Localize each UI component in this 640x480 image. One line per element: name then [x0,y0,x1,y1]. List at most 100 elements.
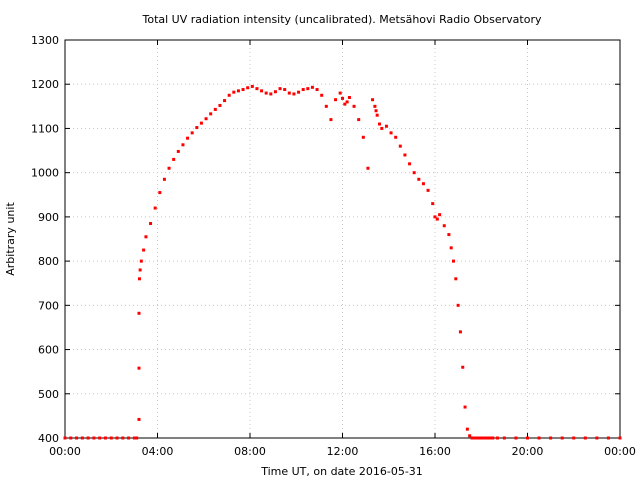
data-point [447,233,451,237]
grid [65,40,620,438]
data-point [80,436,84,440]
data-point [218,103,222,107]
data-point [438,213,442,217]
data-point [412,171,416,175]
data-point [421,182,425,186]
data-point [343,102,347,106]
data-point [137,366,141,370]
data-point [287,91,291,95]
y-tick-label: 1100 [31,122,59,135]
data-point [329,118,333,122]
data-point [138,268,142,272]
data-point [223,99,227,103]
chart-title: Total UV radiation intensity (uncalibrat… [142,13,542,26]
data-point [394,135,398,139]
data-point [320,93,324,97]
data-point [458,330,462,334]
data-point [403,153,407,157]
data-point [477,436,481,440]
data-point [181,143,185,147]
data-point [246,86,250,90]
data-point [310,85,314,89]
x-tick-label: 00:00 [604,445,636,458]
data-point [63,436,67,440]
x-tick-label: 16:00 [419,445,451,458]
data-point [213,107,217,111]
data-point [167,166,171,170]
data-point [489,436,492,440]
data-point [162,177,166,181]
data-point [137,277,141,281]
y-tick-label: 900 [38,211,59,224]
data-point [361,135,365,139]
data-point [199,121,203,125]
data-point [132,436,136,440]
data-point [278,87,282,91]
data-point [449,246,453,250]
data-point [398,144,402,148]
x-tick-label: 00:00 [49,445,81,458]
data-point [491,436,495,440]
data-point [435,217,439,221]
data-point [442,224,446,228]
data-point [301,88,305,92]
data-point [139,259,143,263]
data-point [241,88,245,92]
data-point [618,436,622,440]
data-point [144,235,148,239]
data-point [366,166,370,170]
data-point [153,206,157,210]
data-point [479,436,483,440]
data-point [514,436,518,440]
data-point [176,149,180,153]
x-tick-label: 08:00 [234,445,266,458]
data-point [380,126,384,130]
data-point [209,112,213,116]
data-point [109,436,113,440]
data-point [334,98,338,102]
data-point [260,89,264,93]
data-point [69,436,73,440]
y-tick-label: 1200 [31,78,59,91]
data-point [142,248,146,252]
data-point [135,436,139,440]
data-point [297,90,301,94]
data-point [158,191,162,195]
data-point [273,90,277,94]
data-point [482,436,486,440]
y-tick-label: 600 [38,344,59,357]
data-point [269,92,273,96]
x-tick-label: 04:00 [142,445,174,458]
data-point [572,436,576,440]
data-point [338,91,342,95]
y-tick-label: 700 [38,299,59,312]
data-point [431,202,435,206]
data-point [484,436,488,440]
data-point [417,177,421,181]
data-point [98,436,102,440]
data-point [345,100,349,104]
data-point [92,436,96,440]
data-point [461,365,465,369]
data-point [537,436,541,440]
data-point [495,436,499,440]
data-point [283,88,287,92]
data-point [75,436,79,440]
y-tick-label: 500 [38,388,59,401]
data-point [475,436,479,440]
data-point [560,436,564,440]
data-point [137,417,141,421]
data-point [115,436,119,440]
y-tick-label: 1300 [31,34,59,47]
data-point [86,436,90,440]
data-point [486,436,490,440]
data-point [408,162,412,166]
y-tick-label: 1000 [31,167,59,180]
data-point [195,126,199,130]
data-point [454,277,458,281]
data-point [315,88,319,92]
data-point [204,117,208,121]
data-point [456,303,460,307]
data-point [426,188,430,192]
